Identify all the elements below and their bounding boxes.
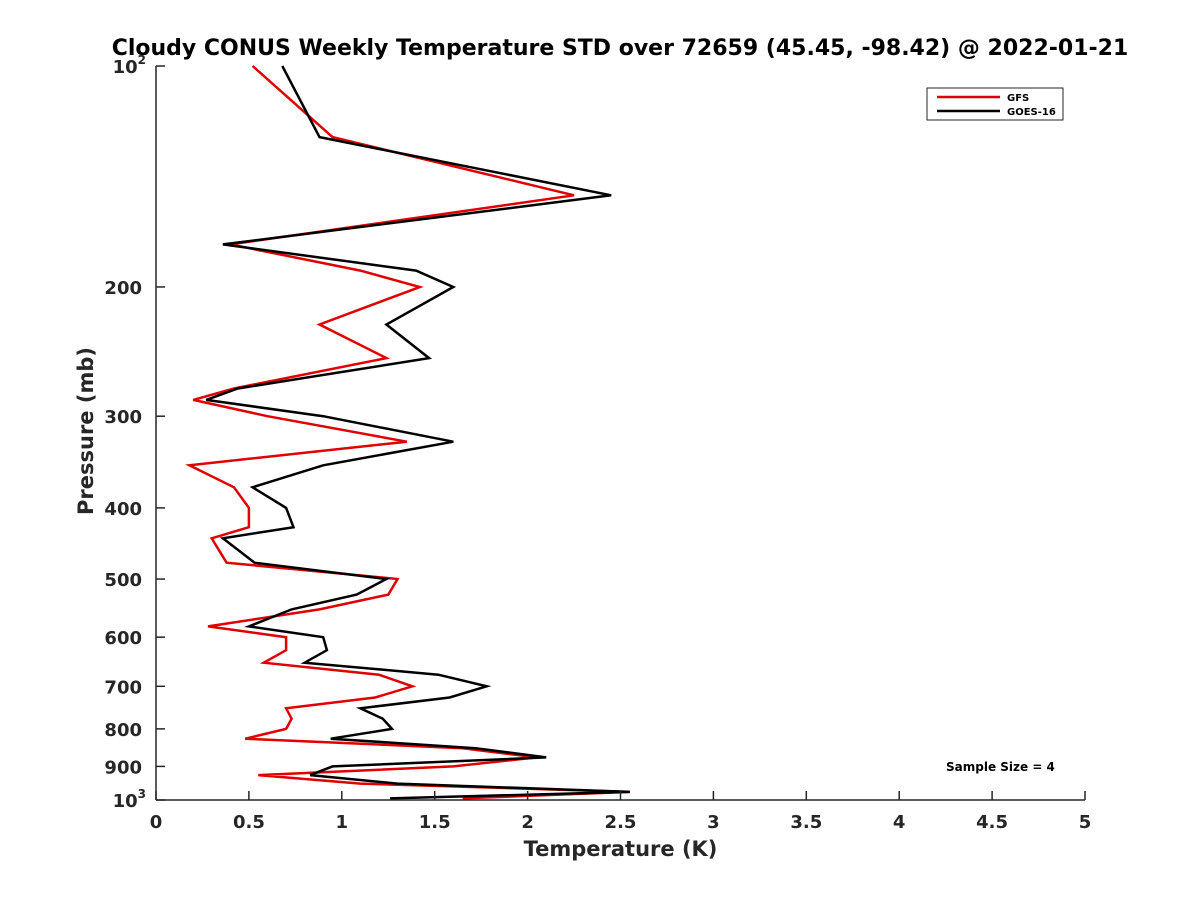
legend-box xyxy=(926,87,1064,121)
y-tick-label: 103 xyxy=(113,787,146,812)
y-tick-label: 800 xyxy=(104,720,142,741)
x-tick-label: 3.5 xyxy=(790,812,822,833)
legend-label-goes16: GOES-16 xyxy=(1007,107,1056,118)
y-tick-label: 900 xyxy=(104,757,142,778)
y-tick-label: 300 xyxy=(104,407,142,428)
legend-label-gfs: GFS xyxy=(1007,93,1029,104)
y-tick-label: 200 xyxy=(104,278,142,299)
x-tick-label: 1 xyxy=(336,812,349,833)
sample-size-annotation: Sample Size = 4 xyxy=(946,760,1055,774)
series-line-goes16 xyxy=(205,65,630,800)
x-tick-label: 1.5 xyxy=(419,812,451,833)
x-tick-label: 5 xyxy=(1079,812,1092,833)
x-axis-label: Temperature (K) xyxy=(524,837,718,861)
y-axis-label: Pressure (mb) xyxy=(74,347,98,515)
x-tick-label: 2 xyxy=(521,812,534,833)
chart-title: Cloudy CONUS Weekly Temperature STD over… xyxy=(112,36,1129,61)
x-tick-label: 4.5 xyxy=(976,812,1008,833)
x-tick-label: 0.5 xyxy=(233,812,265,833)
y-ticks: 102 200 300 400 500 600 700 800 900 103 xyxy=(104,53,165,812)
x-tick-label: 4 xyxy=(893,812,906,833)
x-tick-label: 3 xyxy=(707,812,720,833)
y-tick-label: 102 xyxy=(113,53,146,78)
x-ticks: 0 0.5 1 1.5 2 2.5 3 3.5 4 4.5 5 xyxy=(150,791,1092,833)
legend: GFS GOES-16 xyxy=(926,87,1064,121)
axes xyxy=(155,66,1085,801)
x-tick-label: 0 xyxy=(150,812,163,833)
y-tick-label: 600 xyxy=(104,628,142,649)
y-tick-label: 500 xyxy=(104,570,142,591)
y-tick-label: 400 xyxy=(104,499,142,520)
x-tick-label: 2.5 xyxy=(605,812,637,833)
y-tick-label: 700 xyxy=(104,677,142,698)
series-layer xyxy=(184,65,630,800)
series-line-gfs xyxy=(184,65,630,800)
